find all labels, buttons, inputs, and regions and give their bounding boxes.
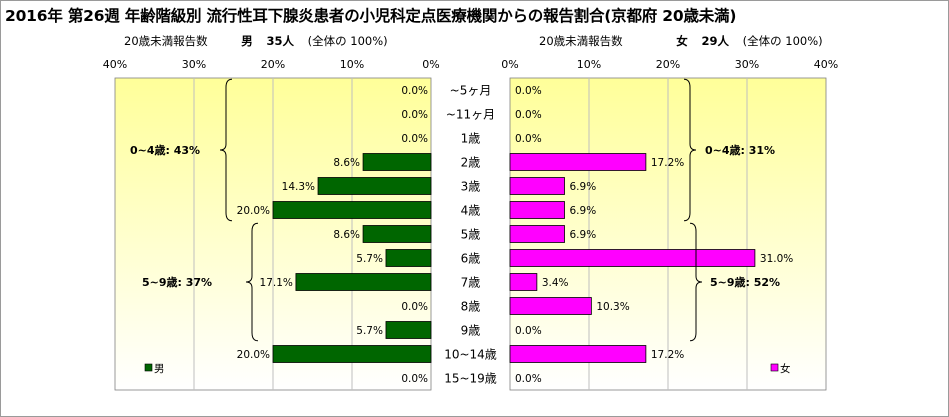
female-bar — [509, 249, 756, 267]
age-category-label: 1歳 — [461, 132, 481, 146]
male-value-label: 5.7% — [356, 253, 383, 265]
female-header: 20歳未満報告数 女 29人 (全体の 100%) — [539, 33, 823, 49]
left-group-bracket — [245, 222, 259, 342]
female-value-label: 17.2% — [651, 349, 684, 361]
female-value-label: 3.4% — [542, 277, 569, 289]
female-value-label: 17.2% — [651, 157, 684, 169]
female-axis-tick: 0% — [501, 58, 518, 71]
age-category-label: ~11ヶ月 — [446, 108, 495, 122]
female-value-label: 31.0% — [760, 253, 793, 265]
female-legend-swatch — [770, 363, 779, 372]
male-bar — [385, 321, 432, 339]
female-value-label: 0.0% — [515, 109, 542, 121]
right-group-label: 5~9歳: 52% — [710, 275, 780, 289]
male-axis-tick: 20% — [261, 58, 285, 71]
male-bar — [362, 225, 432, 243]
male-value-label: 14.3% — [282, 181, 315, 193]
right-group-bracket — [683, 78, 697, 222]
female-value-label: 0.0% — [515, 325, 542, 337]
female-legend-label: 女 — [780, 362, 791, 375]
female-bar — [509, 345, 647, 363]
age-category-label: 6歳 — [461, 252, 481, 266]
right-group-label: 0~4歳: 31% — [705, 143, 775, 157]
male-value-label: 0.0% — [401, 373, 428, 385]
male-bar — [295, 273, 432, 291]
left-group-label: 0~4歳: 43% — [130, 143, 200, 157]
left-group-bracket — [219, 78, 233, 222]
female-value-label: 0.0% — [515, 133, 542, 145]
male-bar — [385, 249, 432, 267]
female-bar — [509, 225, 565, 243]
age-category-label: 7歳 — [461, 276, 481, 290]
male-bar — [362, 153, 432, 171]
female-header-caption: 20歳未満報告数 — [539, 34, 623, 48]
male-bar — [317, 177, 432, 195]
male-value-label: 20.0% — [237, 349, 270, 361]
age-category-label: 10~14歳 — [444, 348, 497, 362]
male-value-label: 8.6% — [333, 157, 360, 169]
age-category-label: 9歳 — [461, 324, 481, 338]
age-category-label: 2歳 — [461, 156, 481, 170]
female-bar — [509, 201, 565, 219]
age-category-label: 15~19歳 — [444, 372, 497, 386]
female-value-label: 0.0% — [515, 373, 542, 385]
male-header-total: (全体の 100%) — [307, 34, 388, 48]
age-category-label: ~5ヶ月 — [450, 84, 492, 98]
female-bar — [509, 273, 538, 291]
male-axis-tick: 0% — [422, 58, 439, 71]
male-value-label: 17.1% — [260, 277, 293, 289]
female-bar — [509, 153, 647, 171]
left-group-label: 5~9歳: 37% — [142, 275, 212, 289]
male-value-label: 0.0% — [401, 133, 428, 145]
age-category-label: 4歳 — [461, 204, 481, 218]
female-axis-tick: 20% — [656, 58, 680, 71]
male-value-label: 8.6% — [333, 229, 360, 241]
female-value-label: 6.9% — [570, 205, 597, 217]
age-category-label: 3歳 — [461, 180, 481, 194]
chart-title: 2016年 第26週 年齢階級別 流行性耳下腺炎患者の小児科定点医療機関からの報… — [5, 7, 737, 25]
right-group-bracket — [689, 222, 703, 342]
age-category-label: 8歳 — [461, 300, 481, 314]
male-legend-label: 男 — [154, 363, 165, 375]
female-value-label: 0.0% — [515, 85, 542, 97]
male-bar — [272, 345, 432, 363]
male-header: 20歳未満報告数 男 35人 (全体の 100%) — [124, 33, 388, 49]
male-bar — [272, 201, 432, 219]
female-value-label: 10.3% — [596, 301, 629, 313]
male-legend-swatch — [144, 363, 153, 372]
male-value-label: 20.0% — [237, 205, 270, 217]
male-value-label: 0.0% — [401, 85, 428, 97]
female-bar — [509, 177, 565, 195]
female-header-sex: 女 — [676, 34, 688, 48]
female-header-total: (全体の 100%) — [742, 34, 823, 48]
male-header-count: 35人 — [266, 34, 294, 48]
age-category-label: 5歳 — [461, 228, 481, 242]
female-axis-tick: 10% — [577, 58, 601, 71]
male-value-label: 0.0% — [401, 109, 428, 121]
male-header-caption: 20歳未満報告数 — [124, 34, 208, 48]
male-value-label: 0.0% — [401, 301, 428, 313]
male-header-sex: 男 — [241, 34, 253, 48]
female-header-count: 29人 — [701, 34, 729, 48]
female-value-label: 6.9% — [570, 181, 597, 193]
male-axis-tick: 10% — [340, 58, 364, 71]
male-value-label: 5.7% — [356, 325, 383, 337]
male-axis-tick: 40% — [103, 58, 127, 71]
female-bar — [509, 297, 592, 315]
male-axis-tick: 30% — [182, 58, 206, 71]
female-axis-tick: 40% — [814, 58, 838, 71]
female-value-label: 6.9% — [570, 229, 597, 241]
female-axis-tick: 30% — [735, 58, 759, 71]
